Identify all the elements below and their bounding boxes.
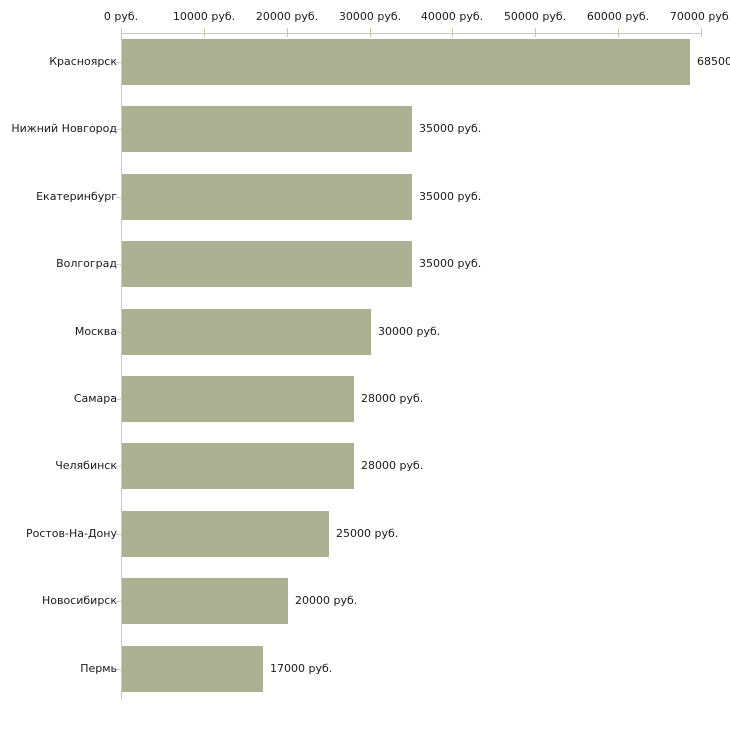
bar-6 [122, 376, 354, 422]
x-axis-tick-label: 50000 руб. [503, 10, 567, 23]
category-label: Самара [73, 392, 117, 405]
x-axis-tick [370, 28, 371, 37]
y-axis-tick [116, 466, 121, 467]
x-axis-tick-label: 20000 руб. [255, 10, 319, 23]
category-label: Екатеринбург [36, 190, 117, 203]
bar-3 [122, 174, 412, 220]
bar-9 [122, 578, 288, 624]
bar-7 [122, 443, 354, 489]
bar-4 [122, 241, 412, 287]
y-axis-tick [116, 601, 121, 602]
value-label: 28000 руб. [361, 392, 424, 405]
x-axis-tick-label: 30000 руб. [338, 10, 402, 23]
category-label: Нижний Новгород [11, 122, 117, 135]
value-label: 17000 руб. [270, 662, 333, 675]
y-axis-tick [116, 332, 121, 333]
bar-8 [122, 511, 329, 557]
x-axis-tick-label: 70000 руб. [669, 10, 730, 23]
y-axis-tick [116, 399, 121, 400]
bar-1 [122, 39, 690, 85]
value-label: 20000 руб. [295, 594, 358, 607]
bar-5 [122, 309, 371, 355]
y-axis-line [121, 33, 122, 700]
category-label: Челябинск [55, 459, 117, 472]
y-axis-tick [116, 62, 121, 63]
y-axis-tick [116, 197, 121, 198]
category-label: Новосибирск [41, 594, 117, 607]
value-label: 28000 руб. [361, 459, 424, 472]
value-label: 25000 руб. [336, 527, 399, 540]
category-label: Красноярск [49, 55, 117, 68]
bar-10 [122, 646, 263, 692]
value-label: 35000 руб. [419, 122, 482, 135]
y-axis-tick [116, 264, 121, 265]
y-axis-tick [116, 534, 121, 535]
value-label: 68500 [697, 55, 730, 68]
category-label: Москва [74, 325, 117, 338]
x-axis-tick [287, 28, 288, 37]
value-label: 30000 руб. [378, 325, 441, 338]
category-label: Волгоград [56, 257, 117, 270]
x-axis-tick [701, 28, 702, 37]
x-axis-tick-label: 40000 руб. [420, 10, 484, 23]
category-label: Пермь [80, 662, 117, 675]
x-axis-tick [121, 28, 122, 37]
value-label: 35000 руб. [419, 257, 482, 270]
x-axis-tick [452, 28, 453, 37]
category-label: Ростов-На-Дону [25, 527, 117, 540]
x-axis-line [121, 33, 702, 34]
x-axis-tick-label: 10000 руб. [172, 10, 236, 23]
x-axis-tick [204, 28, 205, 37]
value-label: 35000 руб. [419, 190, 482, 203]
x-axis-tick-label: 0 руб. [103, 10, 139, 23]
x-axis-tick-label: 60000 руб. [586, 10, 650, 23]
bar-2 [122, 106, 412, 152]
y-axis-tick [116, 669, 121, 670]
x-axis-tick [535, 28, 536, 37]
y-axis-tick [116, 129, 121, 130]
x-axis-tick [618, 28, 619, 37]
